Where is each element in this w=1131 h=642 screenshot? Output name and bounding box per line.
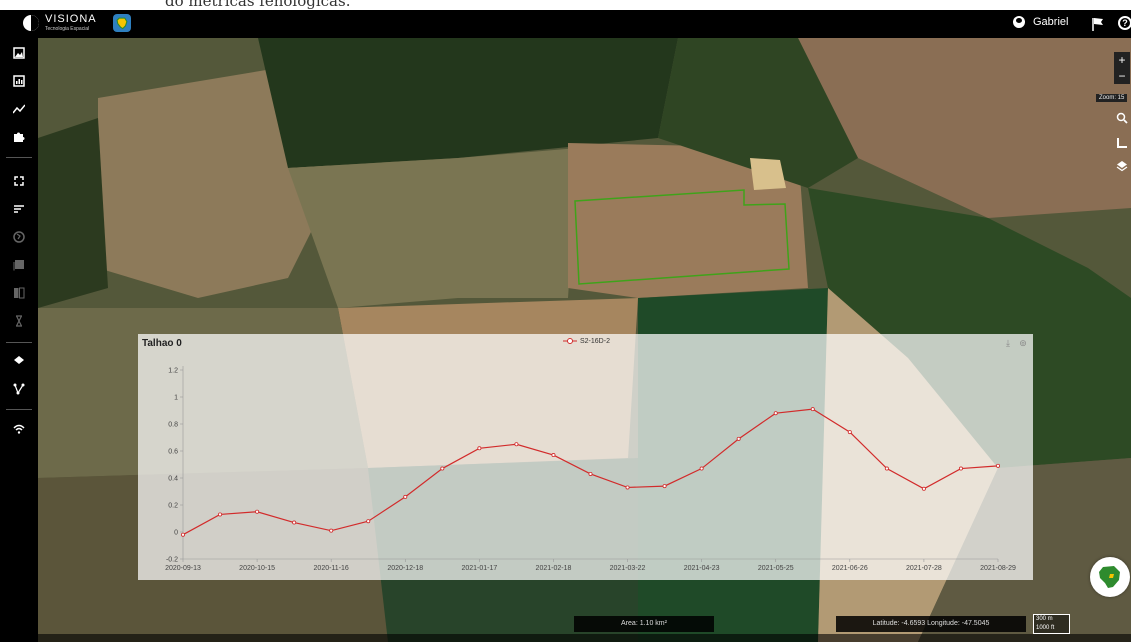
data-point (810, 407, 815, 412)
x-tick-label: 2020-12-18 (387, 565, 423, 572)
x-tick-label: 2021-08-29 (980, 565, 1016, 572)
top-header: VISIONA Tecnologia Espacial Gabriel ? (0, 10, 1131, 38)
data-point (847, 430, 852, 435)
data-point (773, 411, 778, 416)
zoom-in-button[interactable]: + (1114, 52, 1130, 68)
sidebar-divider (6, 342, 32, 343)
x-tick-label: 2020-10-15 (239, 565, 275, 572)
data-point (625, 485, 630, 490)
measure-icon[interactable] (1114, 135, 1130, 151)
x-tick-label: 2021-01-17 (461, 565, 497, 572)
data-point (181, 532, 186, 537)
data-point (921, 486, 926, 491)
x-tick-label: 2021-04-23 (684, 565, 720, 572)
data-point (996, 463, 1001, 468)
y-tick-label: 1.2 (168, 368, 178, 375)
x-tick-label: 2021-07-28 (906, 565, 942, 572)
y-tick-label: 0.8 (168, 422, 178, 429)
coordinates-readout: Latitude: -4.6593 Longitude: -47.5045 (836, 616, 1026, 632)
brazil-locator-button[interactable] (1090, 557, 1130, 597)
data-point (366, 519, 371, 524)
area-readout: Area: 1.10 km² (574, 616, 714, 632)
y-tick-label: 0.6 (168, 449, 178, 456)
brand-tagline: Tecnologia Espacial (45, 26, 90, 32)
globe-icon[interactable] (9, 228, 29, 246)
data-point (958, 466, 963, 471)
x-tick-label: 2021-06-26 (832, 565, 868, 572)
image-icon[interactable] (9, 44, 29, 62)
visiona-logo-icon (23, 15, 39, 31)
time-series-chart-panel: Talhao 0 S2-16D-2 ⤓ ⊚ 1.2 1 0.8 0.6 0.4 0.2 0 -… (138, 334, 1033, 580)
x-tick-label: 2020-11-16 (314, 565, 349, 572)
data-point (514, 442, 519, 447)
line-chart-icon[interactable] (9, 100, 29, 118)
sidebar-divider (6, 157, 32, 158)
brazil-map-icon[interactable] (113, 14, 131, 32)
data-point (218, 512, 223, 517)
data-point (440, 466, 445, 471)
series-line (182, 408, 999, 536)
y-tick-label: 0.4 (168, 476, 178, 483)
data-point (477, 446, 482, 451)
sidebar-divider (6, 409, 32, 410)
legend-label: S2-16D-2 (580, 337, 610, 345)
puzzle-icon[interactable] (9, 128, 29, 146)
zoom-out-button[interactable]: − (1114, 68, 1130, 84)
flag-icon[interactable] (1092, 17, 1104, 31)
x-tick-label: 2021-03-22 (610, 565, 646, 572)
download-icon[interactable]: ⤓ (1006, 338, 1010, 348)
user-icon (1013, 16, 1025, 28)
y-tick-label: 0 (174, 530, 178, 537)
bar-chart-icon[interactable] (9, 72, 29, 90)
sort-icon[interactable] (9, 200, 29, 218)
brand-name: VISIONA (45, 13, 97, 25)
y-tick-label: 0.2 (168, 503, 178, 510)
data-point (292, 520, 297, 525)
data-point (329, 528, 334, 533)
settings-icon[interactable]: ⊚ (1019, 338, 1027, 348)
y-tick-label: -0.2 (166, 557, 178, 564)
scale-metric: 300 m (1036, 616, 1053, 622)
map-attribution (38, 634, 1131, 642)
zoom-search-icon[interactable] (1114, 110, 1130, 126)
user-menu[interactable]: Gabriel (1013, 16, 1068, 28)
data-point (662, 484, 667, 489)
hourglass-icon[interactable] (9, 312, 29, 330)
gallery-icon[interactable] (9, 256, 29, 274)
data-point (403, 494, 408, 499)
data-point (551, 453, 556, 458)
data-point (255, 509, 260, 514)
x-tick-label: 2021-02-18 (536, 565, 572, 572)
compare-icon[interactable] (9, 284, 29, 302)
chart-title: Talhao 0 (142, 338, 182, 349)
page-heading-fragment: do métricas fenológicas. (0, 0, 1131, 10)
x-tick-label: 2021-05-25 (758, 565, 794, 572)
layers-icon[interactable] (1114, 158, 1130, 174)
data-point (588, 471, 593, 476)
satellite-map[interactable]: + − Zoom: 15 Talhao 0 S2-16D-2 ⤓ ⊚ 1.2 1 0… (38, 38, 1131, 642)
field-boundary-polygon (574, 189, 790, 285)
scale-bar: 300 m 1000 ft (1033, 614, 1070, 634)
help-icon[interactable]: ? (1118, 16, 1131, 30)
y-tick-label: 1 (174, 395, 178, 402)
zoom-level: Zoom: 15 (1096, 94, 1128, 102)
user-name: Gabriel (1033, 16, 1069, 28)
data-point (736, 436, 741, 441)
expand-icon[interactable] (9, 172, 29, 190)
wifi-icon[interactable] (9, 420, 29, 438)
data-point (884, 466, 889, 471)
route-icon[interactable] (9, 380, 29, 398)
scale-imperial: 1000 ft (1036, 625, 1055, 631)
x-tick-label: 2020-09-13 (165, 565, 201, 572)
chart-legend[interactable]: S2-16D-2 (563, 337, 610, 345)
data-point (699, 466, 704, 471)
layers-icon[interactable] (9, 352, 29, 370)
sidebar (0, 38, 38, 642)
